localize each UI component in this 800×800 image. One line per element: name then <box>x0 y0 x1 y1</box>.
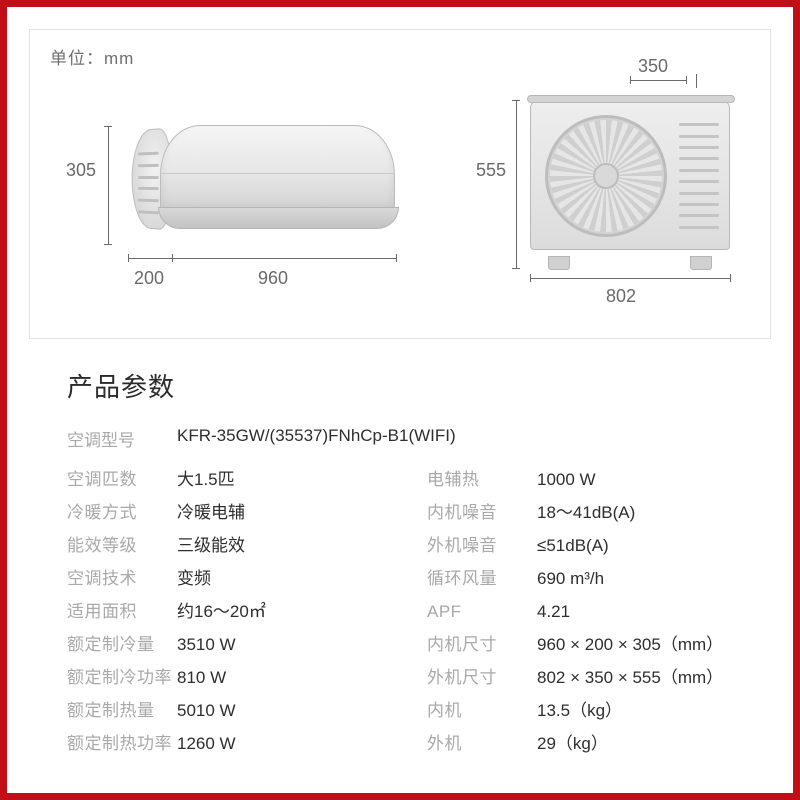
product-spec-card: 单位：mm 305 200 960 <box>0 0 800 800</box>
spec-value: 4.21 <box>537 603 570 620</box>
spec-row: APF4.21 <box>427 595 757 628</box>
spec-row: 内机噪音18～41dB(A) <box>427 496 757 529</box>
spec-value: 802 × 350 × 555（mm） <box>537 669 723 686</box>
spec-title: 产品参数 <box>67 367 753 404</box>
spec-row: 内机尺寸960 × 200 × 305（mm） <box>427 628 757 661</box>
unit-label: 单位：mm <box>50 44 134 69</box>
spec-label: 适用面积 <box>67 603 177 620</box>
spec-row: 外机尺寸802 × 350 × 555（mm） <box>427 661 757 694</box>
spec-label: 空调型号 <box>67 426 177 451</box>
spec-value: 810 W <box>177 669 226 686</box>
spec-label: 额定制热功率 <box>67 735 177 752</box>
spec-row: 能效等级三级能效 <box>67 529 427 562</box>
outdoor-width-dim: 802 <box>606 286 636 307</box>
spec-value: KFR-35GW/(35537)FNhCp-B1(WIFI) <box>177 426 456 451</box>
spec-value: 三级能效 <box>177 537 245 554</box>
spec-value: 13.5（kg） <box>537 702 622 719</box>
spec-row: 额定制冷量3510 W <box>67 628 427 661</box>
spec-label: 能效等级 <box>67 537 177 554</box>
dimension-diagram-panel: 单位：mm 305 200 960 <box>29 29 771 339</box>
indoor-width-dim: 960 <box>258 268 288 289</box>
spec-label: 额定制冷功率 <box>67 669 177 686</box>
spec-value: 1000 W <box>537 471 596 488</box>
outdoor-height-dim: 555 <box>476 160 506 181</box>
spec-row: 电辅热1000 W <box>427 463 757 496</box>
indoor-height-dim: 305 <box>66 160 96 181</box>
spec-model-row: 空调型号 KFR-35GW/(35537)FNhCp-B1(WIFI) <box>67 426 753 451</box>
spec-label: 外机尺寸 <box>427 669 537 686</box>
spec-section: 产品参数 空调型号 KFR-35GW/(35537)FNhCp-B1(WIFI)… <box>67 367 753 760</box>
spec-row: 空调技术变频 <box>67 562 427 595</box>
spec-label: APF <box>427 603 537 620</box>
spec-row: 外机噪音≤51dB(A) <box>427 529 757 562</box>
spec-row: 额定制冷功率810 W <box>67 661 427 694</box>
spec-value: 5010 W <box>177 702 236 719</box>
indoor-depth-dim: 200 <box>134 268 164 289</box>
spec-label: 外机噪音 <box>427 537 537 554</box>
spec-value: 冷暖电辅 <box>177 504 245 521</box>
spec-label: 额定制冷量 <box>67 636 177 653</box>
spec-label: 内机噪音 <box>427 504 537 521</box>
spec-row: 外机29（kg） <box>427 727 757 760</box>
outdoor-unit-drawing <box>530 100 730 270</box>
spec-label: 电辅热 <box>427 471 537 488</box>
spec-value: 变频 <box>177 570 211 587</box>
spec-label: 循环风量 <box>427 570 537 587</box>
spec-value: 约16～20㎡ <box>177 603 266 620</box>
outdoor-depth-dim: 350 <box>638 56 668 77</box>
spec-label: 冷暖方式 <box>67 504 177 521</box>
spec-label: 外机 <box>427 735 537 752</box>
spec-label: 内机 <box>427 702 537 719</box>
spec-row: 额定制热量5010 W <box>67 694 427 727</box>
spec-value: ≤51dB(A) <box>537 537 609 554</box>
spec-value: 3510 W <box>177 636 236 653</box>
spec-value: 1260 W <box>177 735 236 752</box>
spec-row: 冷暖方式冷暖电辅 <box>67 496 427 529</box>
spec-col-left: 空调匹数大1.5匹冷暖方式冷暖电辅能效等级三级能效空调技术变频适用面积约16～2… <box>67 463 427 760</box>
spec-value: 18～41dB(A) <box>537 504 635 521</box>
spec-value: 690 m³/h <box>537 570 604 587</box>
spec-col-right: 电辅热1000 W内机噪音18～41dB(A)外机噪音≤51dB(A)循环风量6… <box>427 463 757 760</box>
spec-label: 额定制热量 <box>67 702 177 719</box>
indoor-unit-drawing <box>130 125 395 240</box>
spec-label: 内机尺寸 <box>427 636 537 653</box>
spec-row: 空调匹数大1.5匹 <box>67 463 427 496</box>
spec-label: 空调技术 <box>67 570 177 587</box>
spec-row: 内机13.5（kg） <box>427 694 757 727</box>
spec-value: 960 × 200 × 305（mm） <box>537 636 723 653</box>
spec-row: 额定制热功率1260 W <box>67 727 427 760</box>
spec-value: 29（kg） <box>537 735 608 752</box>
spec-row: 循环风量690 m³/h <box>427 562 757 595</box>
spec-label: 空调匹数 <box>67 471 177 488</box>
spec-row: 适用面积约16～20㎡ <box>67 595 427 628</box>
spec-value: 大1.5匹 <box>177 471 235 488</box>
